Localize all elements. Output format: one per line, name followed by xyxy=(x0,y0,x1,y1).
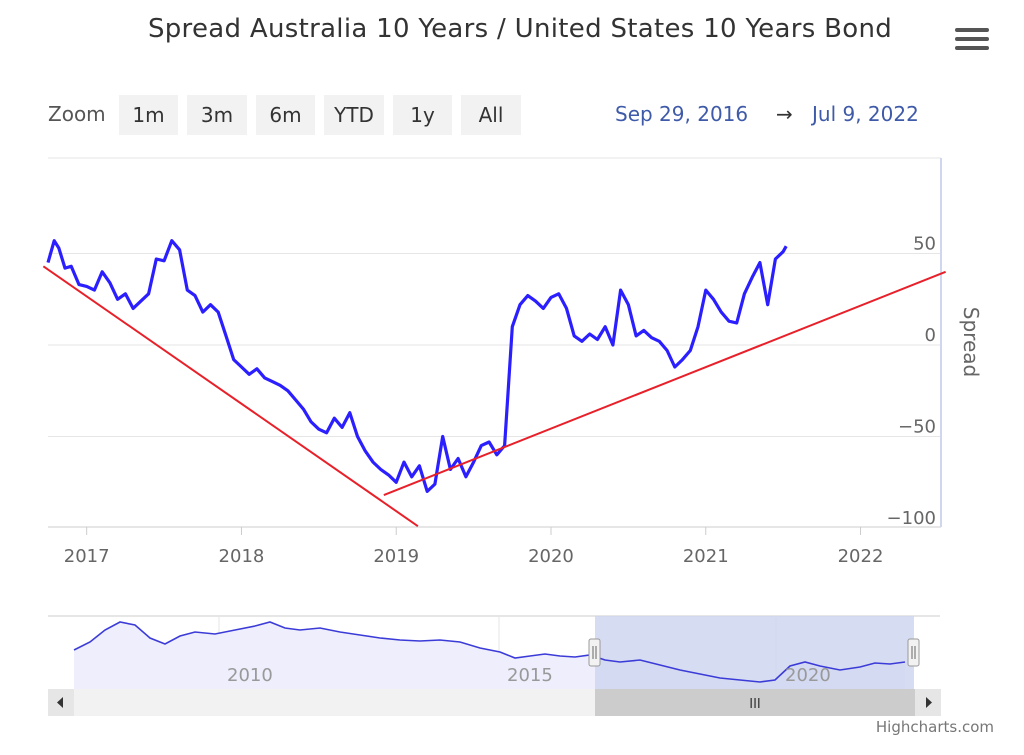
navigator-selected-range[interactable] xyxy=(595,616,914,689)
x-tick-label: 2021 xyxy=(683,546,729,567)
zoom-ytd-button[interactable]: YTD xyxy=(324,95,384,135)
navigator-label: 2020 xyxy=(785,665,831,686)
x-tick-label: 2020 xyxy=(528,546,574,567)
main-chart: 50 0 −50 −100 2017 2018 2019 2020 2021 2022 Spre… xyxy=(42,157,983,567)
navigator-series-line xyxy=(73,621,906,683)
y-tick-label: −100 xyxy=(887,508,936,529)
y-tick-label: −50 xyxy=(898,417,936,438)
menu-bar xyxy=(955,28,989,32)
scrollbar-left-arrow[interactable] xyxy=(48,689,74,716)
range-to-date[interactable]: Jul 9, 2022 xyxy=(812,102,919,126)
chart-title: Spread Australia 10 Years / United State… xyxy=(147,14,893,44)
menu-bar xyxy=(955,46,989,50)
zoom-1y-button[interactable]: 1y xyxy=(393,95,452,135)
zoom-6m-button[interactable]: 6m xyxy=(256,95,315,135)
zoom-label: Zoom xyxy=(48,102,106,126)
zoom-3m-button[interactable]: 3m xyxy=(187,95,247,135)
y-axis-title: Spread xyxy=(959,307,983,377)
x-tick-label: 2017 xyxy=(64,546,110,567)
x-tick-labels: 2017 2018 2019 2020 2021 2022 xyxy=(64,546,884,567)
hamburger-menu-icon[interactable] xyxy=(955,28,989,56)
trendline-layer xyxy=(42,265,947,527)
y-tick-labels: 50 0 −50 −100 xyxy=(887,234,936,530)
x-tick-label: 2019 xyxy=(373,546,419,567)
x-tick-marks xyxy=(86,527,862,535)
navigator-area xyxy=(74,622,905,689)
credits-link[interactable]: Highcharts.com xyxy=(875,718,994,736)
range-arrow: → xyxy=(776,102,793,126)
y-tick-label: 0 xyxy=(925,325,936,346)
navigator[interactable]: 2010 2015 2020 III xyxy=(0,610,1024,730)
zoom-1m-button[interactable]: 1m xyxy=(119,95,178,135)
y-tick-label: 50 xyxy=(913,234,936,255)
navigator-labels: 2010 2015 2020 xyxy=(227,665,831,686)
scrollbar-right-arrow[interactable] xyxy=(915,689,941,716)
x-tick-label: 2022 xyxy=(838,546,884,567)
zoom-all-button[interactable]: All xyxy=(461,95,521,135)
menu-bar xyxy=(955,37,989,41)
spread-series-line[interactable] xyxy=(46,239,788,493)
trendline xyxy=(42,265,419,527)
scrollbar-grip: III xyxy=(749,697,761,712)
chevron-right-icon xyxy=(926,697,932,708)
navigator-left-handle[interactable] xyxy=(588,638,601,667)
range-from-date[interactable]: Sep 29, 2016 xyxy=(615,102,749,126)
navigator-right-handle[interactable] xyxy=(907,638,920,667)
x-tick-label: 2018 xyxy=(219,546,265,567)
scrollbar-thumb[interactable]: III xyxy=(595,689,915,716)
navigator-label: 2015 xyxy=(507,665,553,686)
grid-layer xyxy=(48,157,942,528)
navigator-label: 2010 xyxy=(227,665,273,686)
chevron-left-icon xyxy=(57,697,63,708)
trendline xyxy=(383,270,947,496)
